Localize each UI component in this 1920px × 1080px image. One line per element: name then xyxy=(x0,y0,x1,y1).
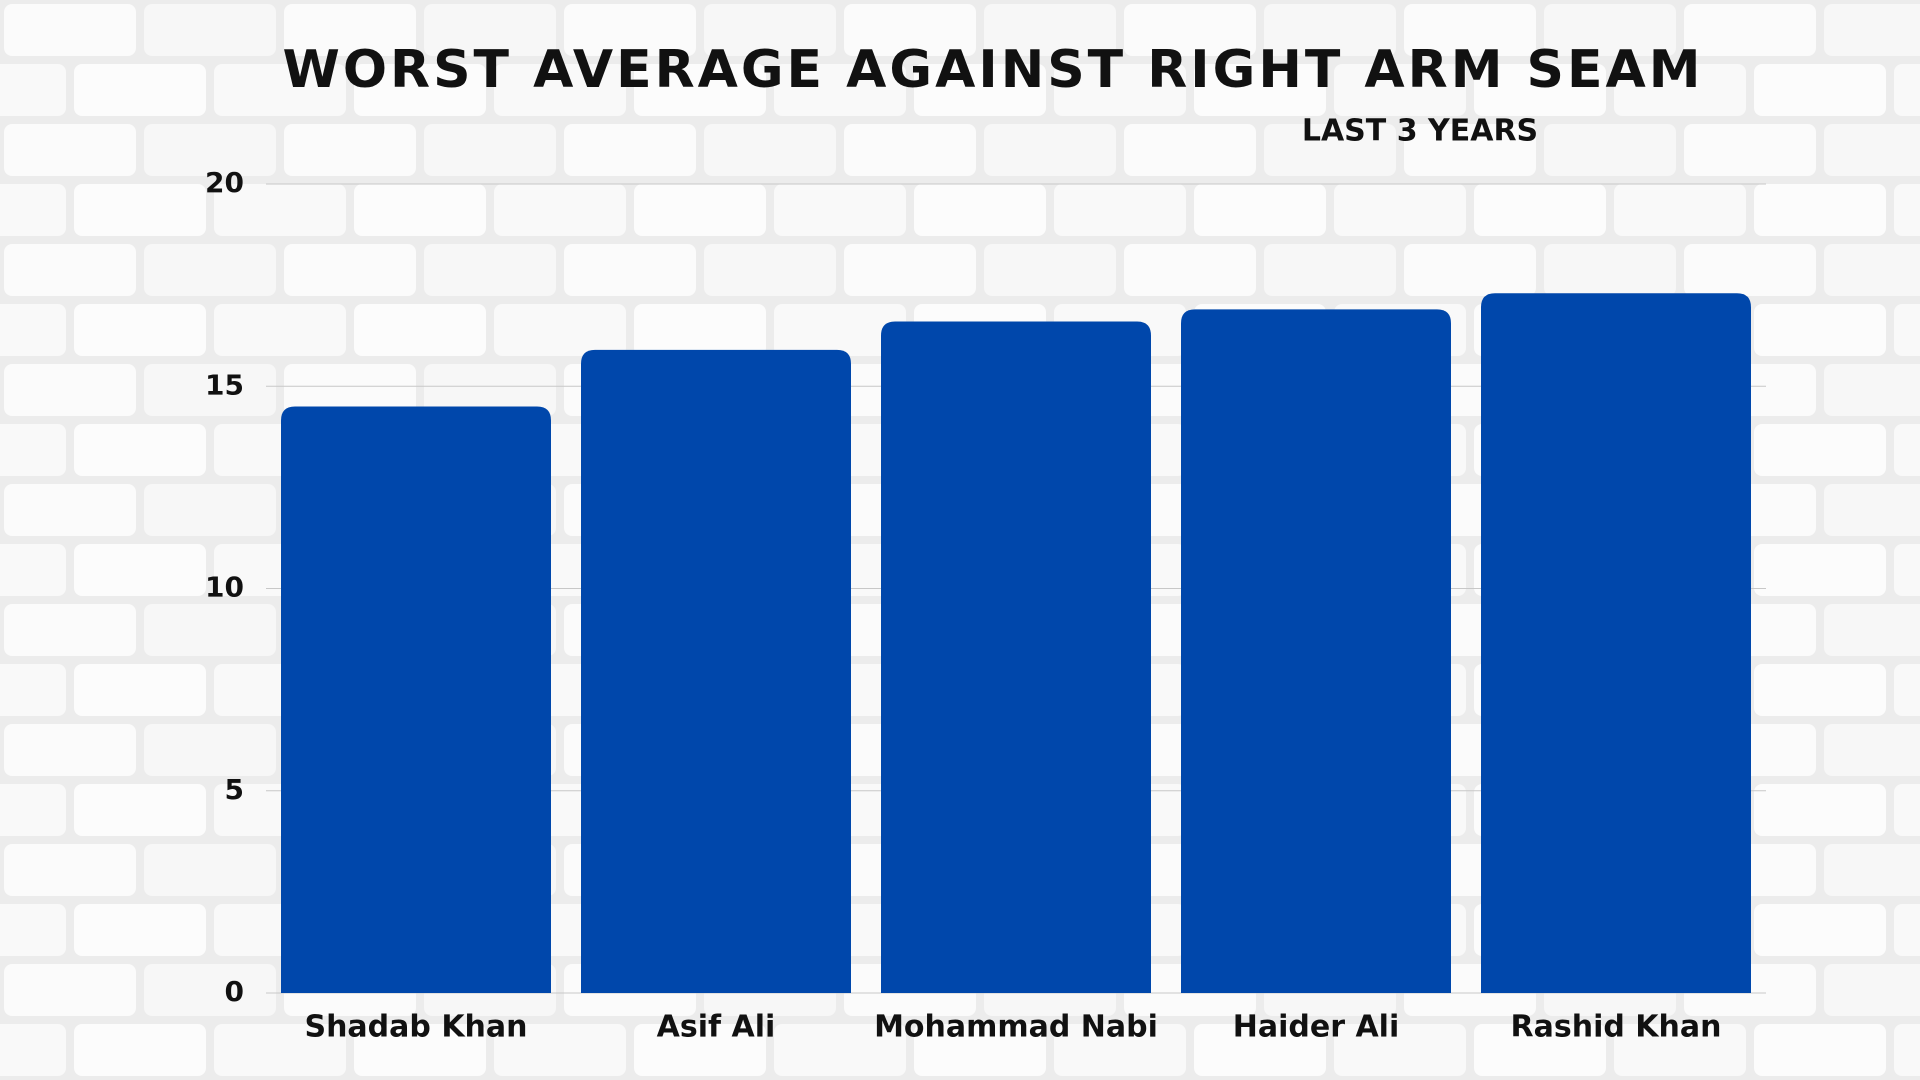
y-tick-label: 5 xyxy=(225,773,244,806)
bar xyxy=(1481,293,1751,994)
x-tick-label: Haider Ali xyxy=(1233,1010,1399,1045)
x-tick-label: Asif Ali xyxy=(657,1010,776,1045)
chart-subtitle: LAST 3 YEARS xyxy=(1302,114,1538,149)
bar xyxy=(1181,309,1451,993)
x-tick-label: Mohammad Nabi xyxy=(874,1010,1158,1045)
x-tick-label: Shadab Khan xyxy=(304,1010,527,1045)
chart-title: WORST AVERAGE AGAINST RIGHT ARM SEAM xyxy=(282,40,1703,100)
x-tick-label: Rashid Khan xyxy=(1511,1010,1722,1045)
y-tick-label: 0 xyxy=(225,975,244,1008)
bar xyxy=(881,321,1151,993)
bar xyxy=(581,349,851,994)
y-tick-label: 15 xyxy=(205,368,244,401)
y-tick-label: 10 xyxy=(205,571,244,604)
y-tick-label: 20 xyxy=(205,166,244,199)
bar xyxy=(281,406,551,994)
